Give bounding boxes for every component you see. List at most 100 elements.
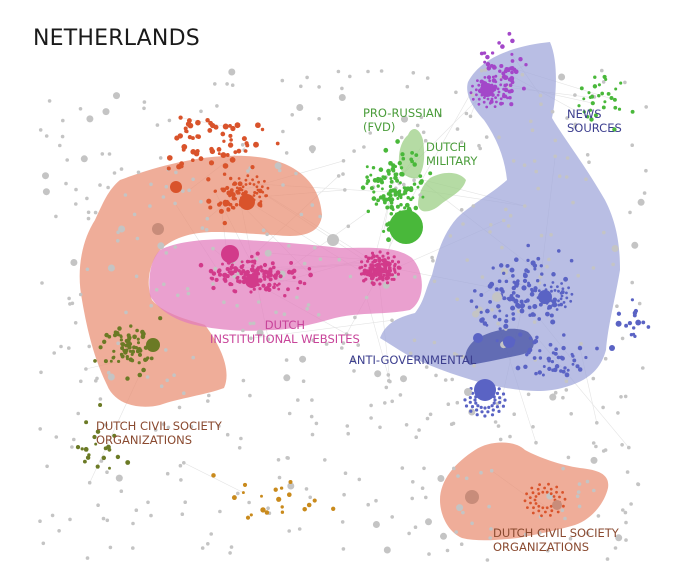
graph-node (597, 93, 601, 98)
graph-node (340, 520, 345, 524)
graph-node (548, 342, 553, 347)
graph-node (267, 287, 272, 292)
graph-node (412, 178, 416, 182)
graph-node (249, 336, 253, 341)
graph-node (494, 96, 497, 99)
graph-node (157, 242, 165, 250)
graph-node (239, 436, 243, 441)
graph-node (176, 293, 180, 298)
graph-node (509, 267, 515, 273)
graph-node (556, 510, 560, 514)
graph-node (570, 292, 574, 296)
graph-node (149, 303, 153, 308)
graph-node (78, 107, 83, 111)
graph-node (274, 310, 278, 315)
graph-node (369, 263, 373, 267)
graph-node (393, 268, 397, 272)
graph-node (102, 108, 110, 116)
graph-node (244, 178, 248, 182)
graph-node (137, 352, 143, 357)
graph-node (390, 318, 394, 323)
graph-node (411, 71, 416, 75)
graph-node (241, 328, 245, 333)
graph-node (371, 196, 377, 201)
graph-node (390, 166, 396, 172)
graph-node (271, 265, 276, 270)
graph-node (231, 206, 236, 210)
graph-node (284, 358, 289, 362)
graph-node (229, 545, 234, 549)
hub-node (503, 336, 515, 348)
graph-node (366, 502, 371, 507)
graph-node (287, 243, 291, 248)
graph-node (248, 321, 253, 326)
graph-node (641, 366, 645, 370)
graph-node (162, 282, 166, 287)
graph-node (535, 278, 540, 283)
graph-node (264, 510, 270, 515)
graph-node (487, 283, 493, 289)
graph-node (488, 230, 492, 234)
graph-node (545, 311, 550, 317)
graph-node (396, 197, 400, 200)
graph-node (374, 498, 378, 503)
region-dutch-institutional-websites (149, 239, 422, 331)
graph-node (179, 164, 184, 169)
graph-node (533, 288, 538, 293)
graph-node (187, 134, 193, 140)
graph-node (494, 85, 497, 88)
graph-node (252, 194, 256, 197)
graph-node (475, 305, 479, 309)
graph-node (57, 529, 61, 533)
graph-node (250, 165, 255, 170)
graph-node (116, 239, 120, 243)
graph-node (623, 394, 628, 399)
graph-node (564, 379, 569, 384)
graph-node (109, 359, 113, 363)
graph-node (577, 104, 581, 108)
graph-node (363, 264, 367, 268)
graph-node (38, 427, 42, 431)
graph-node (403, 186, 407, 190)
graph-node (536, 186, 540, 191)
graph-node (629, 502, 633, 506)
graph-node (239, 264, 244, 270)
graph-node (173, 201, 177, 206)
graph-node (579, 86, 584, 91)
graph-node (240, 143, 245, 147)
graph-node (564, 372, 570, 378)
graph-node (260, 507, 266, 513)
graph-node (409, 186, 414, 191)
graph-node (414, 153, 419, 158)
graph-node (220, 187, 224, 191)
graph-node (501, 102, 504, 105)
graph-node (537, 317, 542, 321)
graph-node (216, 147, 222, 152)
graph-node (559, 291, 563, 295)
graph-node (336, 174, 341, 178)
graph-node (257, 278, 263, 283)
graph-node (183, 126, 188, 131)
graph-node (541, 490, 545, 494)
graph-node (229, 157, 236, 163)
hub-node (152, 223, 164, 235)
graph-node (399, 166, 404, 170)
graph-node (98, 345, 103, 350)
graph-node (541, 373, 545, 377)
graph-node (217, 272, 223, 277)
graph-node (406, 195, 410, 200)
graph-node (234, 203, 239, 207)
graph-node (86, 115, 94, 123)
graph-node (253, 259, 257, 263)
graph-node (554, 364, 560, 369)
graph-node (565, 116, 569, 120)
graph-node (528, 336, 532, 340)
graph-node (421, 130, 426, 135)
graph-node (100, 152, 105, 156)
graph-node (605, 557, 610, 561)
graph-node (559, 297, 563, 301)
graph-node (567, 286, 570, 290)
graph-node (511, 317, 516, 321)
graph-node (225, 153, 230, 157)
graph-node (243, 149, 248, 153)
